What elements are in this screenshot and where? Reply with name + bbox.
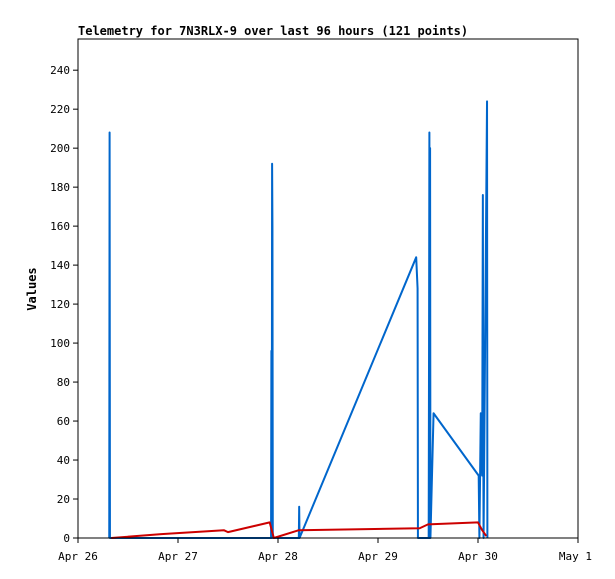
x-tick-label: Apr 27: [158, 550, 198, 563]
y-axis-label: Values: [25, 267, 39, 310]
chart-title: Telemetry for 7N3RLX-9 over last 96 hour…: [78, 24, 468, 38]
series-line-2: [111, 521, 488, 539]
x-tick-label: Apr 29: [358, 550, 398, 563]
x-tick-label: May 1: [559, 550, 592, 563]
y-tick-label: 60: [57, 415, 70, 428]
y-tick-label: 140: [50, 259, 70, 272]
x-axis-ticks: Apr 26 Apr 27 Apr 28 Apr 29 Apr 30 May 1: [58, 538, 592, 563]
y-tick-label: 120: [50, 298, 70, 311]
y-tick-label: 200: [50, 142, 70, 155]
y-tick-label: 80: [57, 376, 70, 389]
plot-frame: [77, 38, 579, 539]
y-tick-label: 0: [63, 532, 70, 545]
x-tick-label: Apr 28: [258, 550, 298, 563]
y-axis-ticks: 0 20 40 60 80 100 120 140 160 180 200 220 240: [50, 64, 78, 545]
y-tick-label: 20: [57, 493, 70, 506]
y-tick-label: 240: [50, 64, 70, 77]
x-tick-label: Apr 30: [458, 550, 498, 563]
y-tick-label: 40: [57, 454, 70, 467]
y-tick-label: 180: [50, 181, 70, 194]
series-line-1: [108, 100, 489, 539]
y-tick-label: 220: [50, 103, 70, 116]
y-tick-label: 160: [50, 220, 70, 233]
x-tick-label: Apr 26: [58, 550, 98, 563]
y-tick-label: 100: [50, 337, 70, 350]
